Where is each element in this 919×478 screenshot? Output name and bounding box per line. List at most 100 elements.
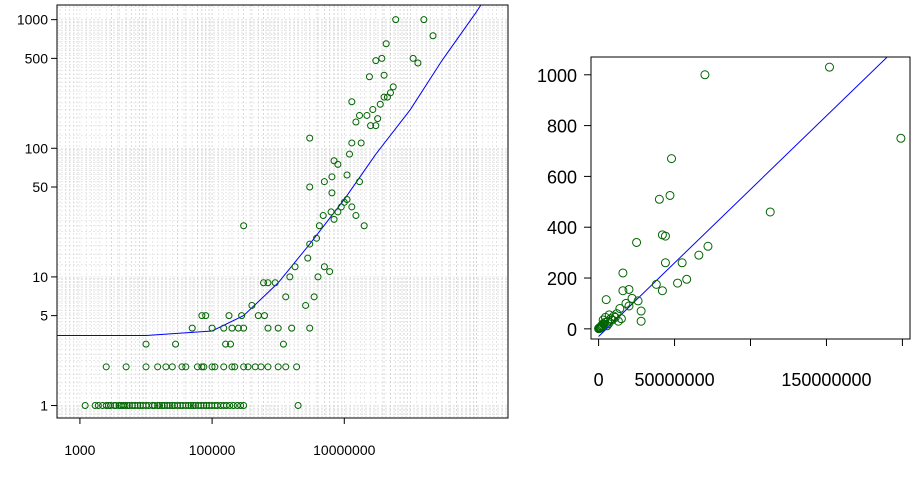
data-point xyxy=(172,340,180,348)
data-point xyxy=(122,363,130,371)
data-point xyxy=(673,278,683,288)
data-point xyxy=(222,402,230,410)
y-tick-label: 400 xyxy=(547,218,577,238)
data-point xyxy=(240,324,248,332)
data-point xyxy=(618,268,628,278)
data-point xyxy=(357,139,365,147)
data-point xyxy=(326,268,334,276)
data-point xyxy=(621,298,631,308)
data-point xyxy=(896,133,906,143)
data-point xyxy=(81,402,89,410)
data-point xyxy=(343,171,351,179)
right-linear-scatter-plot: 0 200 400 600 800 1000 0 50000000 150000000 xyxy=(537,56,911,390)
data-point xyxy=(356,111,364,119)
data-point xyxy=(168,363,176,371)
data-point xyxy=(293,363,301,371)
data-point xyxy=(320,178,328,186)
data-point xyxy=(327,208,335,216)
x-tick-label: 1000 xyxy=(64,442,95,458)
data-point xyxy=(200,402,208,410)
data-point xyxy=(121,402,129,410)
data-point xyxy=(348,203,356,211)
data-point xyxy=(208,363,216,371)
data-point xyxy=(185,402,193,410)
data-point xyxy=(156,402,164,410)
data-point xyxy=(315,222,323,230)
data-point xyxy=(372,122,380,130)
data-point xyxy=(240,363,248,371)
data-point xyxy=(240,402,248,410)
data-point xyxy=(238,312,246,320)
data-point xyxy=(182,402,190,410)
data-point xyxy=(677,258,687,268)
data-point xyxy=(274,363,282,371)
data-point xyxy=(248,301,256,309)
data-point xyxy=(334,208,342,216)
data-point xyxy=(166,402,174,410)
data-point xyxy=(282,363,290,371)
data-point xyxy=(197,402,205,410)
left-log-scatter-plot: 1 5 10 50 100 500 1000 1000 100000 10000000 xyxy=(17,4,509,458)
data-point xyxy=(660,258,670,268)
data-point xyxy=(106,402,114,410)
data-point xyxy=(632,237,642,247)
fit-line xyxy=(598,57,888,337)
data-point xyxy=(220,363,228,371)
data-point xyxy=(264,363,272,371)
data-point xyxy=(198,363,206,371)
data-point xyxy=(376,100,384,108)
y-tick-label: 50 xyxy=(32,179,48,195)
data-point xyxy=(306,183,314,191)
data-point xyxy=(328,173,336,181)
data-point xyxy=(633,296,643,306)
data-point xyxy=(154,363,162,371)
y-tick-label: 100 xyxy=(25,140,49,156)
data-point xyxy=(237,402,245,410)
data-point xyxy=(128,402,136,410)
data-point xyxy=(102,363,110,371)
data-point xyxy=(700,70,710,80)
data-point xyxy=(392,16,400,24)
data-point xyxy=(599,319,609,329)
data-point xyxy=(651,279,661,289)
data-point xyxy=(313,234,321,242)
data-point xyxy=(328,189,336,197)
data-point xyxy=(279,340,287,348)
data-point xyxy=(601,295,611,305)
y-tick-label: 1000 xyxy=(537,66,577,86)
data-point xyxy=(182,363,190,371)
data-point xyxy=(112,402,120,410)
data-point xyxy=(389,83,397,91)
y-tick-label: 0 xyxy=(567,320,577,340)
x-tick-label: 150000000 xyxy=(781,370,871,390)
data-point xyxy=(657,286,667,296)
y-tick-label: 10 xyxy=(32,269,48,285)
data-point xyxy=(319,212,327,220)
y-tick-label: 200 xyxy=(547,269,577,289)
data-point xyxy=(200,363,208,371)
data-point xyxy=(257,363,265,371)
data-point xyxy=(151,402,159,410)
data-point xyxy=(158,402,166,410)
data-point xyxy=(310,293,318,301)
data-point xyxy=(102,402,110,410)
data-point xyxy=(189,402,197,410)
data-point xyxy=(229,402,237,410)
data-point xyxy=(222,340,230,348)
data-point xyxy=(343,195,351,203)
data-point xyxy=(624,284,634,294)
left-plot-frame xyxy=(56,4,509,419)
y-tick-label: 5 xyxy=(40,308,48,324)
data-point xyxy=(264,279,272,287)
data-point xyxy=(304,254,312,262)
data-point xyxy=(380,71,388,79)
y-tick-label: 1 xyxy=(40,398,48,414)
data-point xyxy=(220,324,228,332)
data-point xyxy=(618,286,628,296)
data-point xyxy=(174,402,182,410)
data-point xyxy=(694,250,704,260)
data-point xyxy=(160,402,168,410)
data-point xyxy=(198,312,206,320)
data-point xyxy=(148,402,156,410)
